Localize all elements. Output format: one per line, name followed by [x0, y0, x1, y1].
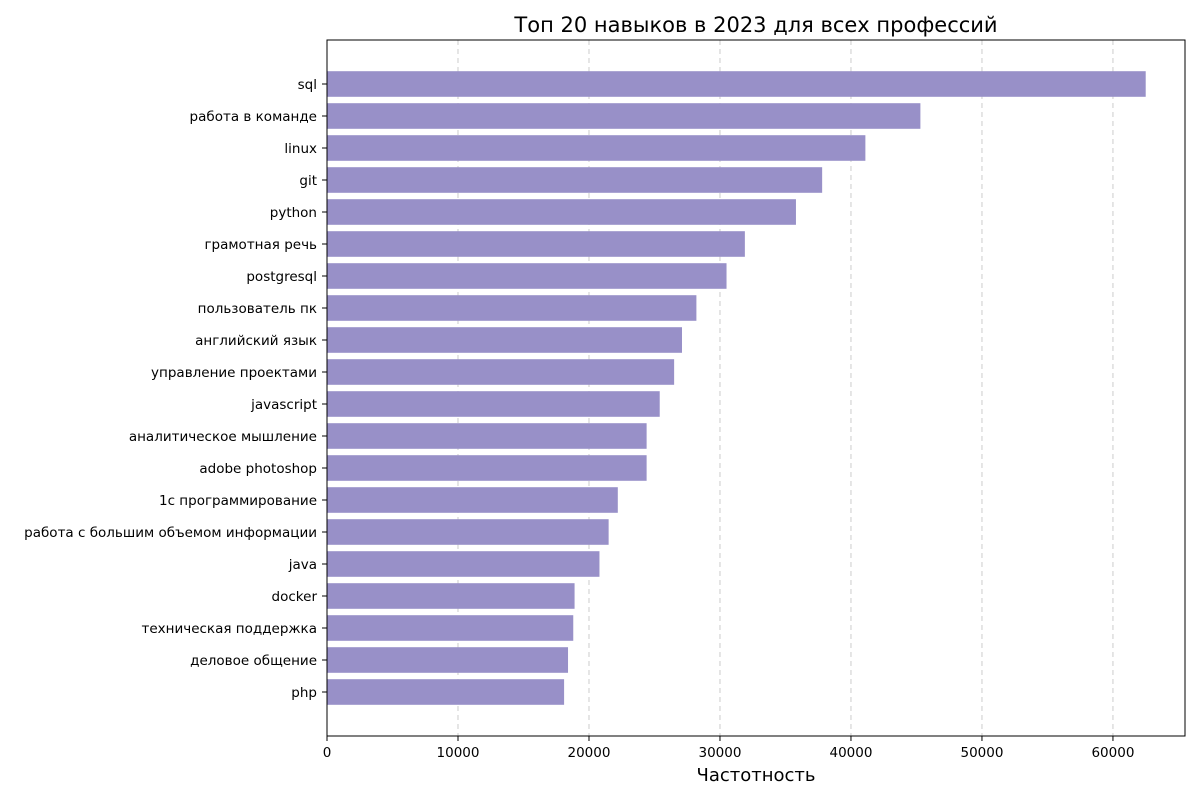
bar [327, 615, 574, 641]
y-tick-label: javascript [250, 397, 317, 413]
x-tick-label: 10000 [437, 745, 480, 761]
y-tick-label: php [291, 685, 317, 701]
bar [327, 647, 569, 673]
bar [327, 391, 660, 417]
y-tick-label: sql [298, 77, 317, 93]
bar [327, 327, 682, 353]
bar [327, 359, 675, 385]
y-tick-label: работа с большим объемом информации [24, 525, 317, 541]
chart-title: Топ 20 навыков в 2023 для всех профессий [513, 13, 997, 37]
bar [327, 551, 600, 577]
bar [327, 295, 697, 321]
plot-frame [326, 39, 1186, 737]
y-tick-label: 1с программирование [159, 493, 317, 509]
bars [327, 71, 1146, 705]
y-tick-label: грамотная речь [204, 237, 317, 253]
x-tick-label: 0 [323, 745, 332, 761]
x-tick-label: 60000 [1091, 745, 1134, 761]
bar [327, 71, 1146, 97]
y-tick-label: техническая поддержка [141, 621, 317, 637]
bar [327, 135, 866, 161]
bar [327, 263, 727, 289]
y-tick-label: postgresql [246, 269, 317, 285]
y-tick-label: python [270, 205, 317, 221]
bar [327, 583, 575, 609]
bar [327, 231, 745, 257]
bar [327, 199, 796, 225]
y-tick-label: деловое общение [190, 653, 317, 669]
bar [327, 455, 647, 481]
x-tick-label: 50000 [960, 745, 1003, 761]
x-tick-label: 40000 [829, 745, 872, 761]
x-tick-label: 30000 [699, 745, 742, 761]
bar [327, 519, 609, 545]
y-tick-label: git [299, 173, 317, 189]
y-tick-label: docker [272, 589, 318, 605]
bar [327, 167, 823, 193]
y-tick-label: пользователь пк [198, 301, 317, 317]
x-tick-label: 20000 [568, 745, 611, 761]
y-tick-label: управление проектами [151, 365, 317, 381]
y-tick-label: java [288, 557, 317, 573]
x-axis-label: Частотность [696, 765, 815, 786]
x-axis-ticks: 0 10000 20000 30000 40000 50000 60000 [323, 736, 1134, 761]
bar [327, 423, 647, 449]
y-tick-label: аналитическое мышление [129, 429, 317, 445]
y-tick-label: работа в команде [190, 109, 317, 125]
y-tick-label: английский язык [195, 333, 317, 349]
y-axis-ticks: sql работа в команде linux git python грамотн… [24, 77, 327, 701]
bar [327, 487, 618, 513]
bar [327, 679, 565, 705]
y-tick-label: linux [284, 141, 317, 157]
bar [327, 103, 921, 129]
y-tick-label: adobe photoshop [199, 461, 317, 477]
